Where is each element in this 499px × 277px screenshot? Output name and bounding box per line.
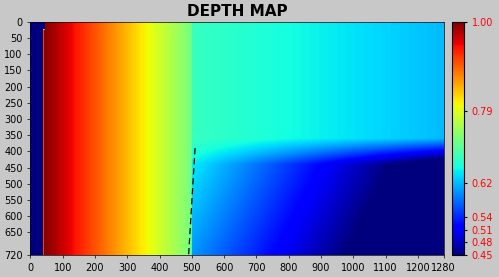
Title: DEPTH MAP: DEPTH MAP	[187, 4, 287, 19]
